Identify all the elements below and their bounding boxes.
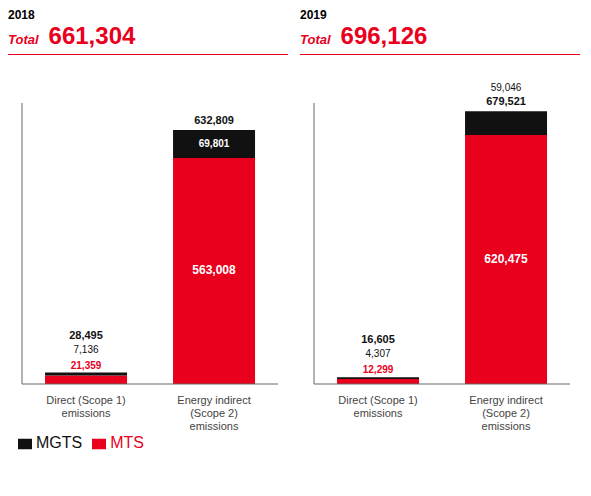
svg-text:28,495: 28,495 — [69, 329, 103, 341]
svg-text:632,809: 632,809 — [194, 114, 234, 126]
svg-text:69,801: 69,801 — [199, 138, 230, 149]
svg-text:Energy indirect(Scope 2)emissi: Energy indirect(Scope 2)emissions — [177, 394, 250, 432]
svg-text:Direct (Scope 1)emissions: Direct (Scope 1)emissions — [338, 394, 417, 419]
svg-text:16,605: 16,605 — [361, 333, 395, 345]
html-text:2019: 2019 — [300, 8, 327, 22]
svg-text:620,475: 620,475 — [484, 252, 528, 266]
html-text:Total 661,304: Total 661,304 — [8, 22, 136, 49]
svg-text:21,359: 21,359 — [71, 360, 102, 371]
svg-text:Energy indirect(Scope 2)emissi: Energy indirect(Scope 2)emissions — [469, 394, 542, 432]
html-text:2018: 2018 — [8, 8, 35, 22]
svg-text:679,521: 679,521 — [486, 95, 526, 107]
svg-text:12,299: 12,299 — [363, 364, 394, 375]
html-text:MTS: MTS — [110, 434, 144, 451]
svg-text:7,136: 7,136 — [74, 344, 99, 355]
svg-text:4,307: 4,307 — [366, 348, 391, 359]
svg-text:563,008: 563,008 — [192, 263, 236, 277]
html-text:Total 696,126: Total 696,126 — [300, 22, 428, 49]
svg-text:Direct (Scope 1)emissions: Direct (Scope 1)emissions — [46, 394, 125, 419]
html-text:MGTS: MGTS — [36, 434, 83, 451]
svg-text:59,046: 59,046 — [491, 82, 522, 93]
